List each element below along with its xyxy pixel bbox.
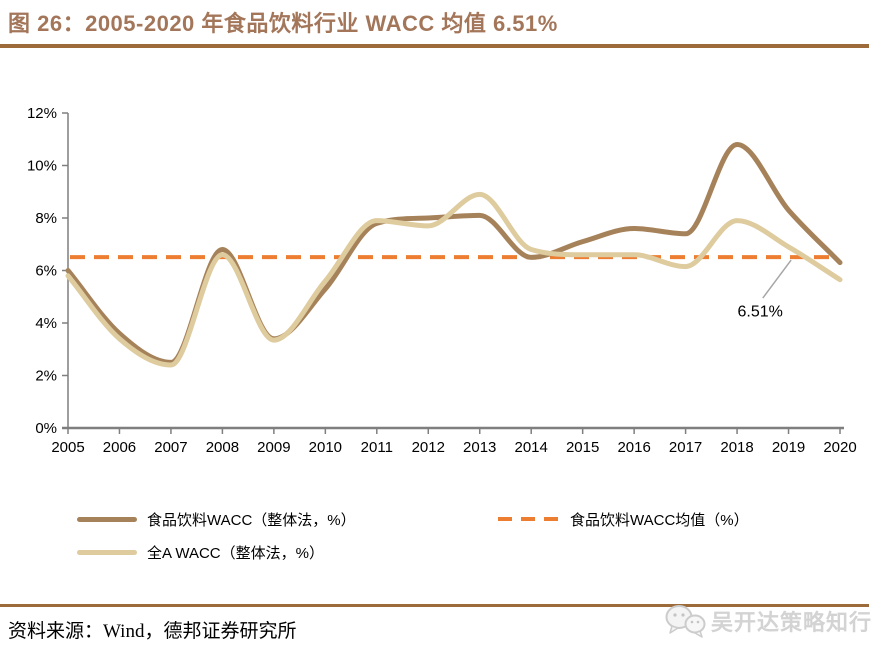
svg-text:10%: 10% xyxy=(27,158,57,175)
svg-text:6.51%: 6.51% xyxy=(738,303,783,320)
svg-text:6%: 6% xyxy=(35,263,57,280)
watermark: 吴开达策略知行 xyxy=(664,603,872,639)
svg-text:2009: 2009 xyxy=(257,439,290,456)
svg-text:2016: 2016 xyxy=(617,439,650,456)
axes: 0% 2% 4% 6% 8% 10% 12% 2005 2006 2007 2008 2009 2010… xyxy=(27,105,857,456)
svg-text:2006: 2006 xyxy=(103,439,136,456)
alla-wacc-line xyxy=(65,191,843,368)
mean-value-annotation: 6.51% xyxy=(738,259,792,320)
svg-text:2005: 2005 xyxy=(51,439,84,456)
svg-text:12%: 12% xyxy=(27,105,57,122)
svg-text:0%: 0% xyxy=(35,420,57,437)
legend-item-alla-wacc: 全A WACC（整体法，%） xyxy=(77,543,324,562)
svg-text:2012: 2012 xyxy=(412,439,445,456)
svg-text:2%: 2% xyxy=(35,368,57,385)
svg-text:8%: 8% xyxy=(35,210,57,227)
svg-text:2018: 2018 xyxy=(720,439,753,456)
food-wacc-line xyxy=(65,141,843,365)
watermark-text: 吴开达策略知行 xyxy=(711,610,873,635)
svg-text:2014: 2014 xyxy=(515,439,548,456)
legend-label-mean-wacc: 食品饮料WACC均值（%） xyxy=(570,511,749,529)
legend-item-mean-wacc: 食品饮料WACC均值（%） xyxy=(498,510,749,529)
svg-text:2019: 2019 xyxy=(772,439,805,456)
title-divider xyxy=(0,44,869,48)
svg-text:2013: 2013 xyxy=(463,439,496,456)
food-wacc-line-swatch xyxy=(77,516,137,522)
mean-wacc-dashed-swatch xyxy=(498,517,560,521)
data-source-note: 资料来源：Wind，德邦证券研究所 xyxy=(8,621,297,642)
svg-text:2020: 2020 xyxy=(823,439,856,456)
svg-text:2010: 2010 xyxy=(309,439,342,456)
footer-divider xyxy=(0,604,869,607)
svg-text:4%: 4% xyxy=(35,315,57,332)
svg-text:2008: 2008 xyxy=(206,439,239,456)
legend-label-alla-wacc: 全A WACC（整体法，%） xyxy=(147,544,324,562)
svg-text:2007: 2007 xyxy=(154,439,187,456)
svg-text:2015: 2015 xyxy=(566,439,599,456)
chart-title: 图 26：2005-2020 年食品饮料行业 WACC 均值 6.51% xyxy=(8,11,558,36)
legend-label-food-wacc: 食品饮料WACC（整体法，%） xyxy=(147,511,356,529)
legend-item-food-wacc: 食品饮料WACC（整体法，%） xyxy=(77,510,356,529)
svg-text:2011: 2011 xyxy=(361,439,393,456)
alla-wacc-line-swatch xyxy=(77,549,137,555)
wechat-icon xyxy=(665,605,706,638)
svg-text:2017: 2017 xyxy=(669,439,702,456)
wacc-line-chart: 0% 2% 4% 6% 8% 10% 12% 2005 2006 2007 2008 2009 2010… xyxy=(27,105,857,456)
